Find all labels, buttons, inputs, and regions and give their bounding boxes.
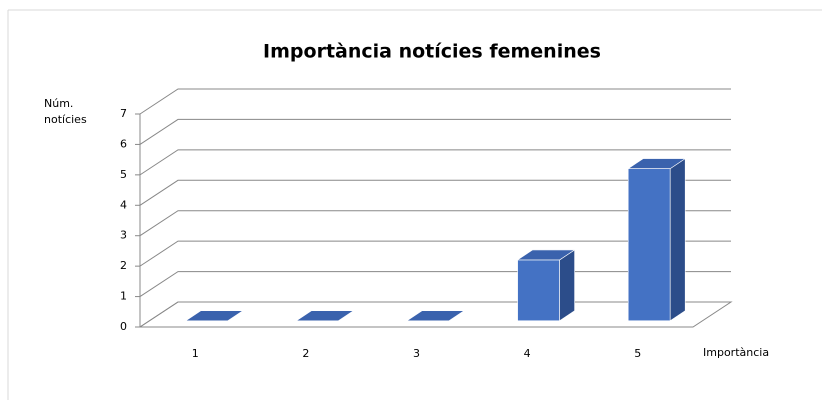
y-tick-label: 3 xyxy=(120,229,127,242)
grid-line xyxy=(139,149,731,176)
grid-line xyxy=(139,240,731,267)
y-tick-label: 5 xyxy=(120,168,127,181)
bar xyxy=(516,249,576,322)
bar-side xyxy=(559,249,575,322)
x-tick-label: 3 xyxy=(413,347,420,360)
y-tick-label: 7 xyxy=(120,107,127,120)
x-axis-label: Importància xyxy=(703,346,769,359)
chart-title: Importància notícies femenines xyxy=(263,41,601,63)
bar-front xyxy=(517,259,560,322)
grid-line xyxy=(139,88,731,115)
x-tick-label: 2 xyxy=(302,347,309,360)
grid-line xyxy=(139,179,731,206)
bar xyxy=(627,158,687,322)
bar-side xyxy=(669,158,686,322)
x-tick-label: 1 xyxy=(192,347,199,360)
bar-front xyxy=(627,168,671,322)
y-tick-label: 2 xyxy=(120,259,127,272)
bar-top xyxy=(516,249,576,261)
y-tick-label: 0 xyxy=(120,320,127,333)
bar xyxy=(406,310,465,322)
bar-top xyxy=(184,310,244,322)
y-tick-label: 6 xyxy=(120,137,127,150)
y-tick-label: 1 xyxy=(120,290,127,303)
bar-top xyxy=(295,310,355,322)
bar xyxy=(295,310,355,322)
bar-top xyxy=(406,310,465,322)
y-axis-label: Núm. notícies xyxy=(44,97,87,126)
grid-line xyxy=(139,210,731,237)
x-tick-label: 5 xyxy=(634,347,641,360)
grid-line xyxy=(139,118,731,145)
y-tick-label: 4 xyxy=(120,198,127,211)
bar xyxy=(184,310,244,322)
bar-top xyxy=(627,158,687,169)
x-tick-label: 4 xyxy=(524,347,531,360)
